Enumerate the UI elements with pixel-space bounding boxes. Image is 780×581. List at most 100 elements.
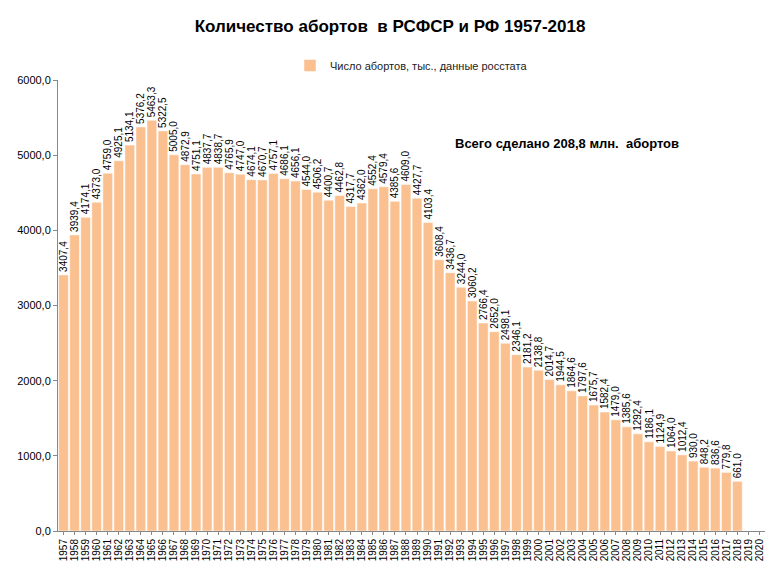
svg-text:4872,9: 4872,9 [180, 131, 191, 162]
svg-text:1944,5: 1944,5 [555, 351, 566, 382]
svg-text:2766,4: 2766,4 [478, 289, 489, 320]
svg-text:4670,7: 4670,7 [257, 146, 268, 177]
svg-text:1973: 1973 [235, 539, 246, 562]
svg-text:5463,3: 5463,3 [146, 86, 157, 117]
svg-text:1981: 1981 [323, 539, 334, 562]
svg-text:1960: 1960 [91, 539, 102, 562]
svg-text:4686,1: 4686,1 [279, 145, 290, 176]
svg-text:5376,2: 5376,2 [135, 93, 146, 124]
svg-text:1989: 1989 [411, 539, 422, 562]
svg-text:1064,0: 1064,0 [666, 417, 677, 448]
svg-text:3060,2: 3060,2 [467, 267, 478, 298]
svg-text:1124,9: 1124,9 [655, 413, 666, 443]
svg-text:4462,8: 4462,8 [334, 162, 345, 193]
svg-text:5005,0: 5005,0 [168, 121, 179, 152]
svg-text:4751,1: 4751,1 [191, 140, 202, 171]
svg-text:3407,4: 3407,4 [58, 241, 69, 272]
svg-text:1996: 1996 [489, 539, 500, 562]
svg-text:1990: 1990 [422, 539, 433, 562]
svg-text:2002: 2002 [555, 539, 566, 562]
svg-text:1978: 1978 [290, 539, 301, 562]
svg-text:1969: 1969 [190, 539, 201, 562]
svg-text:836,6: 836,6 [710, 440, 721, 465]
svg-text:4400,7: 4400,7 [323, 166, 334, 197]
svg-text:2498,1: 2498,1 [500, 309, 511, 340]
svg-text:2005: 2005 [588, 539, 599, 562]
svg-text:2015: 2015 [698, 539, 709, 562]
svg-text:5322,5: 5322,5 [157, 97, 168, 128]
svg-text:4747,0: 4747,0 [235, 140, 246, 171]
svg-text:1186,1: 1186,1 [644, 409, 655, 439]
svg-text:2019: 2019 [743, 539, 754, 562]
svg-text:2652,0: 2652,0 [489, 298, 500, 329]
svg-text:4385,6: 4385,6 [389, 167, 400, 198]
svg-text:1975: 1975 [257, 539, 268, 562]
svg-text:1582,4: 1582,4 [599, 378, 610, 409]
svg-text:1000,0: 1000,0 [17, 450, 51, 462]
svg-text:2000: 2000 [533, 539, 544, 562]
svg-text:1999: 1999 [522, 539, 533, 562]
svg-text:848,2: 848,2 [699, 439, 710, 464]
svg-text:2004: 2004 [577, 539, 588, 562]
svg-text:4656,1: 4656,1 [290, 147, 301, 178]
svg-text:1974: 1974 [246, 539, 257, 562]
svg-text:779,8: 779,8 [721, 444, 732, 469]
svg-text:1967: 1967 [168, 539, 179, 562]
svg-text:2009: 2009 [632, 539, 643, 562]
svg-text:661,0: 661,0 [732, 453, 743, 478]
svg-text:1992: 1992 [444, 539, 455, 562]
svg-text:1964: 1964 [135, 539, 146, 562]
svg-text:1797,6: 1797,6 [577, 362, 588, 393]
svg-text:1998: 1998 [511, 539, 522, 562]
svg-text:4362,0: 4362,0 [356, 169, 367, 200]
svg-text:4000,0: 4000,0 [17, 224, 51, 236]
svg-text:Количество абортов в РСФСР и: Количество абортов в РСФСР и РФ 1957-201… [195, 17, 586, 36]
svg-text:2001: 2001 [544, 539, 555, 562]
svg-text:1965: 1965 [146, 539, 157, 562]
svg-text:2003: 2003 [566, 539, 577, 562]
svg-text:1997: 1997 [500, 539, 511, 562]
svg-text:2016: 2016 [710, 539, 721, 562]
svg-text:0,0: 0,0 [36, 525, 51, 537]
svg-text:1970: 1970 [201, 539, 212, 562]
svg-text:1986: 1986 [378, 539, 389, 562]
svg-text:1961: 1961 [102, 539, 113, 562]
svg-text:4506,2: 4506,2 [312, 158, 323, 189]
svg-text:3436,7: 3436,7 [445, 239, 456, 270]
svg-text:Число абортов, тыс., данные ро: Число абортов, тыс., данные росстата [330, 60, 527, 72]
svg-text:2011: 2011 [654, 539, 665, 561]
svg-text:4427,7: 4427,7 [412, 164, 423, 195]
svg-text:3244,0: 3244,0 [456, 253, 467, 284]
svg-text:4759,0: 4759,0 [102, 139, 113, 170]
svg-text:2007: 2007 [610, 539, 621, 562]
svg-text:1982: 1982 [334, 539, 345, 562]
svg-text:4609,0: 4609,0 [400, 151, 411, 182]
svg-text:2346,1: 2346,1 [511, 321, 522, 352]
svg-text:1987: 1987 [389, 539, 400, 562]
svg-text:3939,4: 3939,4 [69, 201, 80, 232]
svg-text:1983: 1983 [345, 539, 356, 562]
svg-text:1962: 1962 [113, 539, 124, 562]
svg-text:4925,1: 4925,1 [113, 127, 124, 158]
svg-text:4103,4: 4103,4 [423, 189, 434, 220]
svg-text:5000,0: 5000,0 [17, 149, 51, 161]
svg-text:3000,0: 3000,0 [17, 299, 51, 311]
svg-text:1979: 1979 [301, 539, 312, 562]
svg-text:1991: 1991 [433, 539, 444, 562]
svg-text:4674,1: 4674,1 [246, 146, 257, 177]
svg-text:1292,4: 1292,4 [632, 400, 643, 431]
svg-text:4837,7: 4837,7 [202, 133, 213, 164]
svg-text:2012: 2012 [665, 539, 676, 562]
svg-text:2020: 2020 [754, 539, 765, 562]
svg-text:2138,8: 2138,8 [533, 336, 544, 367]
svg-text:1993: 1993 [455, 539, 466, 562]
svg-text:930,0: 930,0 [688, 433, 699, 458]
svg-text:Всего сделано 208,8 млн. абор: Всего сделано 208,8 млн. абортов [455, 136, 679, 151]
svg-text:1968: 1968 [179, 539, 190, 562]
svg-text:4373,0: 4373,0 [91, 168, 102, 199]
svg-text:4317,7: 4317,7 [345, 172, 356, 203]
svg-text:1972: 1972 [223, 539, 234, 562]
svg-text:5134,1: 5134,1 [124, 111, 135, 142]
svg-text:1385,6: 1385,6 [621, 393, 632, 424]
svg-text:2014: 2014 [687, 539, 698, 562]
